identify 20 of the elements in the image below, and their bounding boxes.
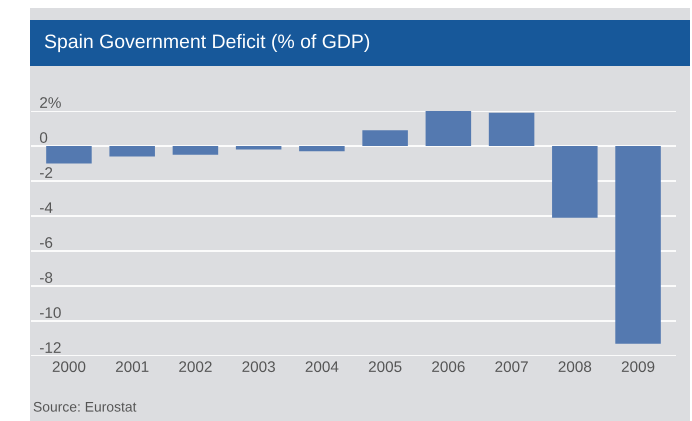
y-tick-label: -4 [40,202,52,213]
y-tick-label: -6 [40,237,52,248]
y-tick-label: 2% [40,97,61,108]
x-tick-label: 2008 [558,361,592,372]
x-tick-label: 2005 [368,361,402,372]
y-tick-label: -12 [40,342,61,353]
chart-title: Spain Government Deficit (% of GDP) [44,34,370,52]
y-tick-label: -8 [40,272,52,283]
y-tick-label: -2 [40,167,52,178]
x-tick-label: 2004 [306,361,338,372]
x-tick-label: 2001 [116,361,148,372]
y-tick-label: -10 [40,307,61,318]
y-tick-label: 0 [40,132,48,143]
x-tick-label: 2002 [179,361,212,372]
x-tick-label: 2006 [432,361,465,372]
x-tick-label: 2009 [622,361,654,372]
x-tick-label: 2003 [242,361,275,372]
source-note: Source: Eurostat [34,402,136,412]
x-tick-label: 2007 [495,361,528,372]
x-tick-label: 2000 [52,361,86,372]
